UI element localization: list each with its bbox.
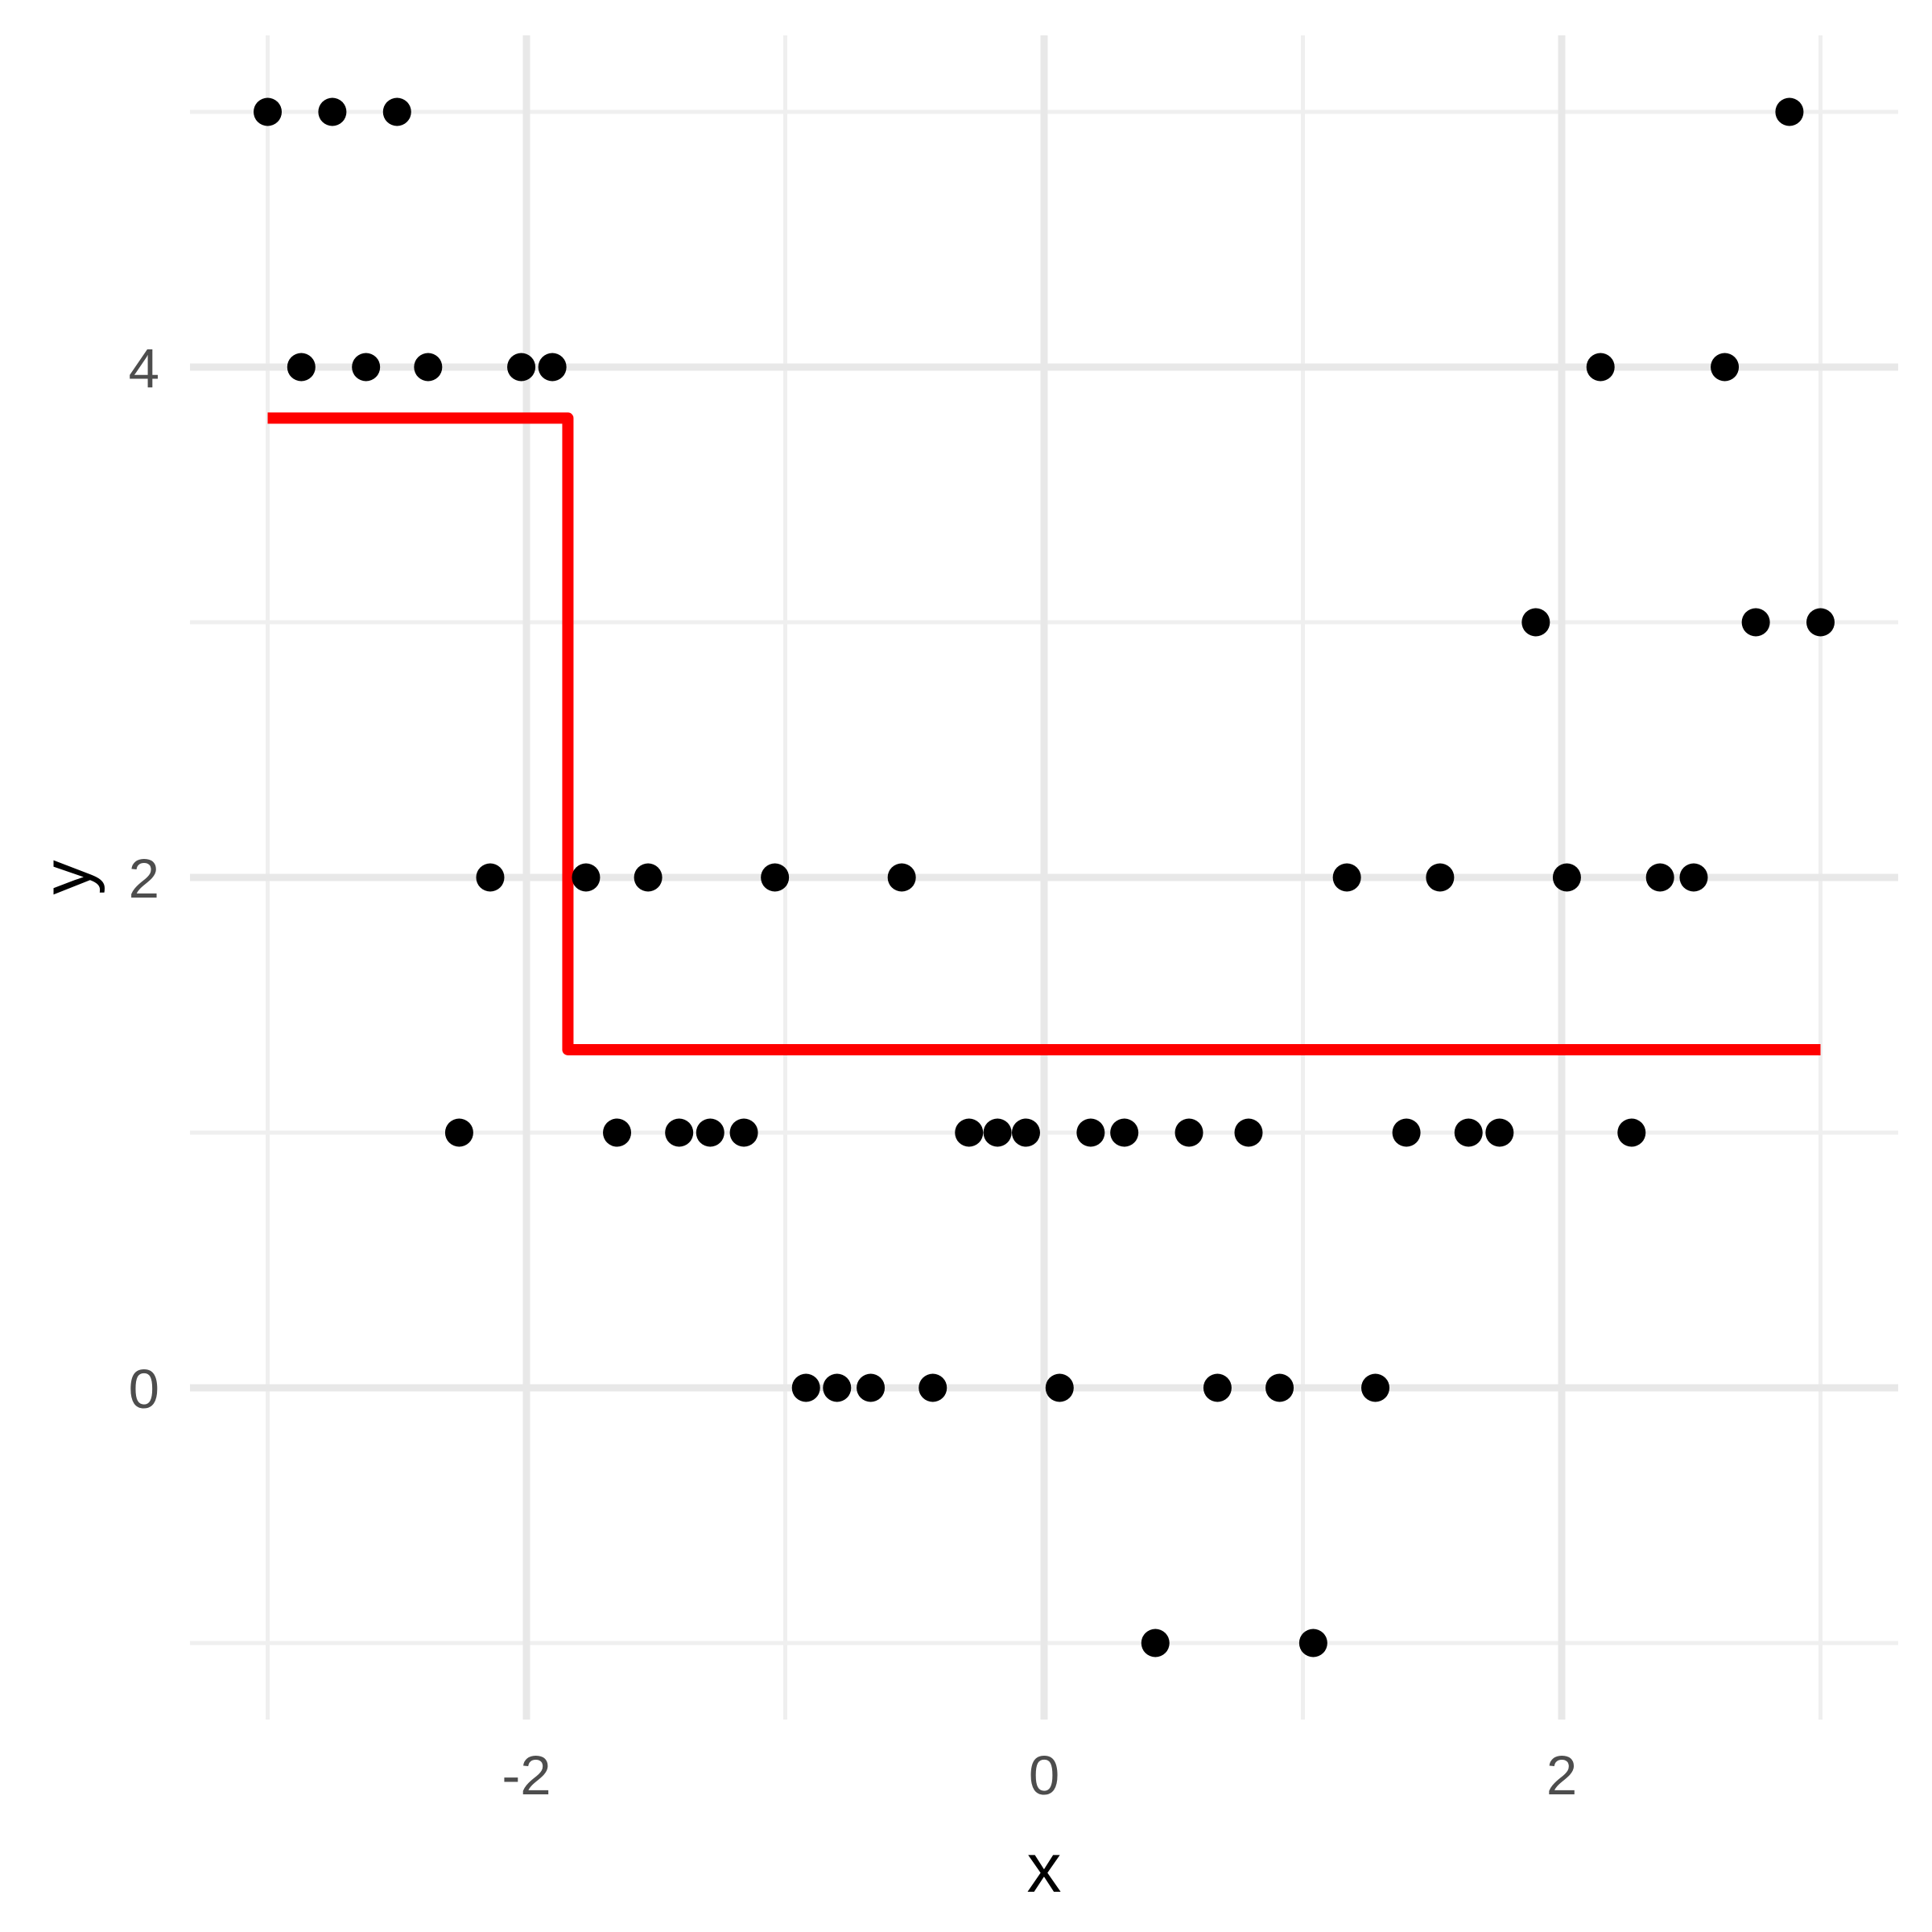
data-point	[1076, 1118, 1105, 1147]
data-point	[476, 863, 505, 892]
data-point	[1234, 1118, 1263, 1147]
data-point	[254, 97, 282, 126]
data-point	[603, 1118, 632, 1147]
x-tick-label: 2	[1546, 1744, 1577, 1806]
x-axis-tick-labels: -2 0 2	[502, 1744, 1577, 1806]
data-point	[1298, 1629, 1327, 1657]
data-point	[1110, 1118, 1139, 1147]
data-point	[1552, 863, 1581, 892]
x-axis-title: x	[1027, 1830, 1062, 1907]
data-point	[1392, 1118, 1421, 1147]
data-point	[1645, 863, 1674, 892]
data-point	[1426, 863, 1455, 892]
data-point	[444, 1118, 473, 1147]
data-point	[1361, 1373, 1390, 1402]
data-point	[1203, 1373, 1232, 1402]
data-point	[665, 1118, 694, 1147]
major-gridlines	[190, 35, 1898, 1720]
y-axis-tick-labels: 4 2 0	[129, 337, 159, 1420]
data-point	[729, 1118, 758, 1147]
data-point	[857, 1373, 886, 1402]
data-point	[572, 863, 601, 892]
data-point	[1485, 1118, 1514, 1147]
x-tick-label: -2	[502, 1744, 551, 1806]
y-axis-title: y	[28, 861, 105, 895]
data-point	[382, 97, 411, 126]
data-point	[955, 1118, 984, 1147]
data-point	[1265, 1373, 1294, 1402]
data-point	[1806, 608, 1835, 637]
data-point	[1617, 1118, 1646, 1147]
data-point	[761, 863, 790, 892]
data-point	[696, 1118, 724, 1147]
y-tick-label: 2	[129, 848, 159, 910]
data-point	[919, 1373, 947, 1402]
data-point	[1679, 863, 1708, 892]
data-point	[538, 353, 567, 382]
regression-step-line	[267, 412, 1821, 1055]
data-point	[1045, 1373, 1074, 1402]
data-point	[1711, 353, 1740, 382]
data-point	[634, 863, 663, 892]
data-point	[352, 353, 381, 382]
data-point	[1332, 863, 1361, 892]
data-point	[1775, 97, 1804, 126]
data-point	[1521, 608, 1550, 637]
data-point	[1174, 1118, 1203, 1147]
data-point	[1586, 353, 1615, 382]
data-point	[791, 1373, 820, 1402]
y-tick-label: 0	[129, 1358, 159, 1420]
data-point	[1741, 608, 1770, 637]
data-point	[983, 1118, 1012, 1147]
data-point	[414, 353, 443, 382]
data-point	[507, 353, 536, 382]
data-points	[254, 97, 1835, 1657]
data-point	[318, 97, 347, 126]
x-tick-label: 0	[1029, 1744, 1059, 1806]
y-tick-label: 4	[129, 337, 159, 399]
data-point	[287, 353, 316, 382]
data-point	[887, 863, 916, 892]
data-point	[1141, 1629, 1170, 1657]
data-point	[1454, 1118, 1483, 1147]
data-point	[1011, 1118, 1040, 1147]
data-point	[823, 1373, 852, 1402]
